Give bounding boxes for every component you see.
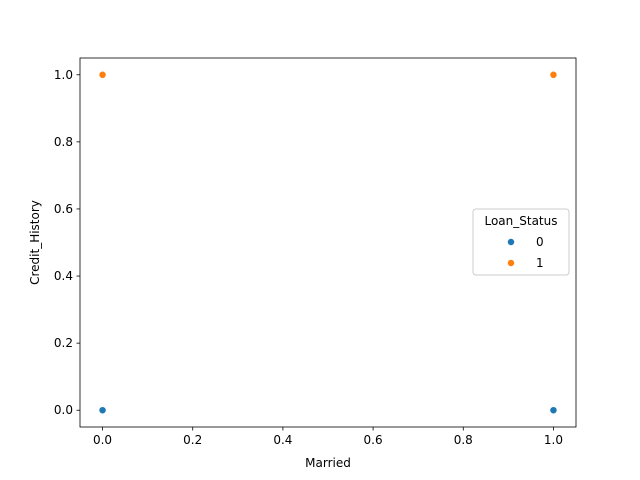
y-axis-label: Credit_History bbox=[28, 200, 42, 285]
scatter-point-1 bbox=[549, 70, 558, 79]
x-axis-label: Married bbox=[305, 456, 351, 470]
plot-area-frame bbox=[79, 57, 577, 428]
y-tick-label: 0.0 bbox=[54, 403, 73, 417]
x-tick-label: 0.2 bbox=[183, 433, 202, 447]
legend-label-0: 0 bbox=[536, 235, 544, 249]
x-tick-label: 0.0 bbox=[93, 433, 112, 447]
scatter-point-1 bbox=[98, 70, 107, 79]
y-tick-label: 0.2 bbox=[54, 336, 73, 350]
y-axis-ticks: 0.0 0.2 0.4 0.6 0.8 1.0 bbox=[54, 68, 80, 417]
x-tick-label: 0.4 bbox=[273, 433, 292, 447]
x-axis-ticks: 0.0 0.2 0.4 0.6 0.8 1.0 bbox=[93, 427, 563, 447]
legend-label-1: 1 bbox=[536, 256, 544, 270]
y-tick-label: 0.4 bbox=[54, 269, 73, 283]
y-tick-label: 0.8 bbox=[54, 135, 73, 149]
scatter-point-0 bbox=[549, 406, 558, 415]
x-tick-label: 0.6 bbox=[364, 433, 383, 447]
legend-frame bbox=[472, 208, 570, 276]
legend-title: Loan_Status bbox=[484, 214, 557, 228]
x-tick-label: 0.8 bbox=[454, 433, 473, 447]
scatter-point-0 bbox=[98, 406, 107, 415]
x-tick-label: 1.0 bbox=[544, 433, 563, 447]
y-tick-label: 1.0 bbox=[54, 68, 73, 82]
y-tick-label: 0.6 bbox=[54, 202, 73, 216]
legend-marker-1 bbox=[507, 259, 515, 267]
data-points bbox=[98, 70, 558, 415]
legend: Loan_Status 0 1 bbox=[472, 208, 570, 276]
legend-marker-0 bbox=[507, 238, 515, 246]
